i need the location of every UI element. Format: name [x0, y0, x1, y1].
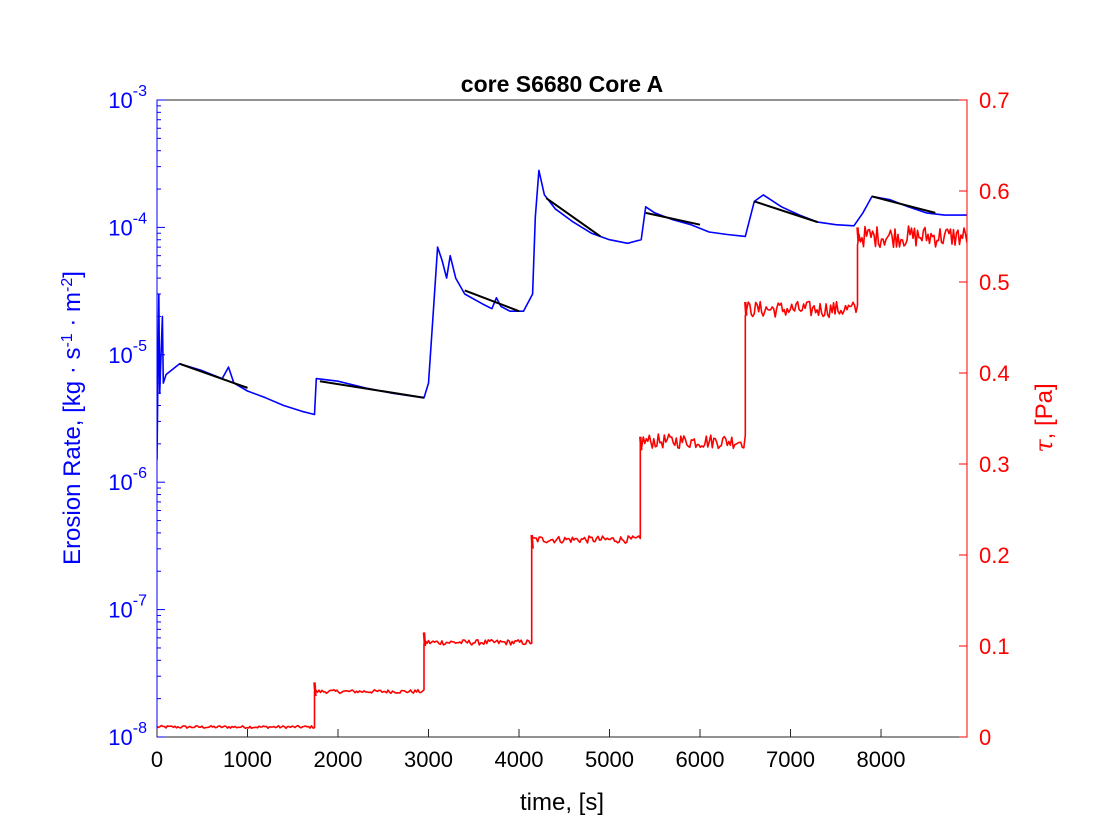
fit-segment	[754, 200, 818, 224]
x-tick-label: 2000	[314, 747, 363, 772]
y-right-tick-label: 0.1	[979, 634, 1010, 659]
x-tick-label: 3000	[404, 747, 453, 772]
fit-segment	[319, 380, 425, 399]
erosion-rate-line	[157, 169, 967, 460]
y-right-tick-label: 0.5	[979, 270, 1010, 295]
x-tick-label: 6000	[676, 747, 725, 772]
y-right-tick-label: 0.6	[979, 179, 1010, 204]
chart-title: core S6680 Core A	[461, 71, 663, 97]
fit-segment	[545, 197, 602, 238]
y-right-tick-label: 0.7	[979, 88, 1010, 113]
x-tick-label: 0	[151, 747, 163, 772]
y-left-tick-label: 10-5	[108, 338, 147, 368]
x-tick-label: 8000	[857, 747, 906, 772]
y-right-axis-label: τ, [Pa]	[1030, 383, 1058, 452]
y-right-tick-label: 0	[979, 725, 991, 750]
plot-frame	[156, 99, 968, 738]
shear-spike	[313, 682, 317, 697]
y-left-tick-label: 10-7	[108, 593, 147, 623]
shear-spike	[639, 436, 643, 451]
y-left-tick-label: 10-8	[108, 720, 147, 750]
shear-spike	[530, 534, 534, 549]
fit-segment	[871, 195, 936, 214]
shear-stress-line	[157, 225, 967, 730]
x-axis-label: time, [s]	[520, 789, 604, 816]
series-layer	[157, 169, 967, 730]
fit-segment	[464, 289, 520, 313]
shear-spike	[744, 301, 748, 316]
fit-segment	[179, 362, 248, 389]
shear-spike	[422, 632, 427, 647]
y-right-tick-label: 0.4	[979, 361, 1010, 386]
y-left-tick-label: 10-4	[108, 210, 147, 240]
fit-segment	[645, 211, 701, 226]
y-left-tick-label: 10-3	[108, 83, 147, 113]
x-tick-label: 7000	[766, 747, 815, 772]
y-left-axis-label: Erosion Rate, [kg · s-1 · m-2]	[59, 271, 87, 565]
ticks-layer: 0 1000 2000 3000 4000 5000 6000 7000 8000 10-8 10-…	[108, 83, 1009, 772]
x-tick-label: 5000	[585, 747, 634, 772]
x-tick-label: 1000	[223, 747, 272, 772]
shear-spike	[856, 227, 860, 242]
y-right-tick-label: 0.3	[979, 452, 1010, 477]
y-left-tick-label: 10-6	[108, 465, 147, 495]
x-tick-label: 4000	[495, 747, 544, 772]
y-right-tick-label: 0.2	[979, 543, 1010, 568]
